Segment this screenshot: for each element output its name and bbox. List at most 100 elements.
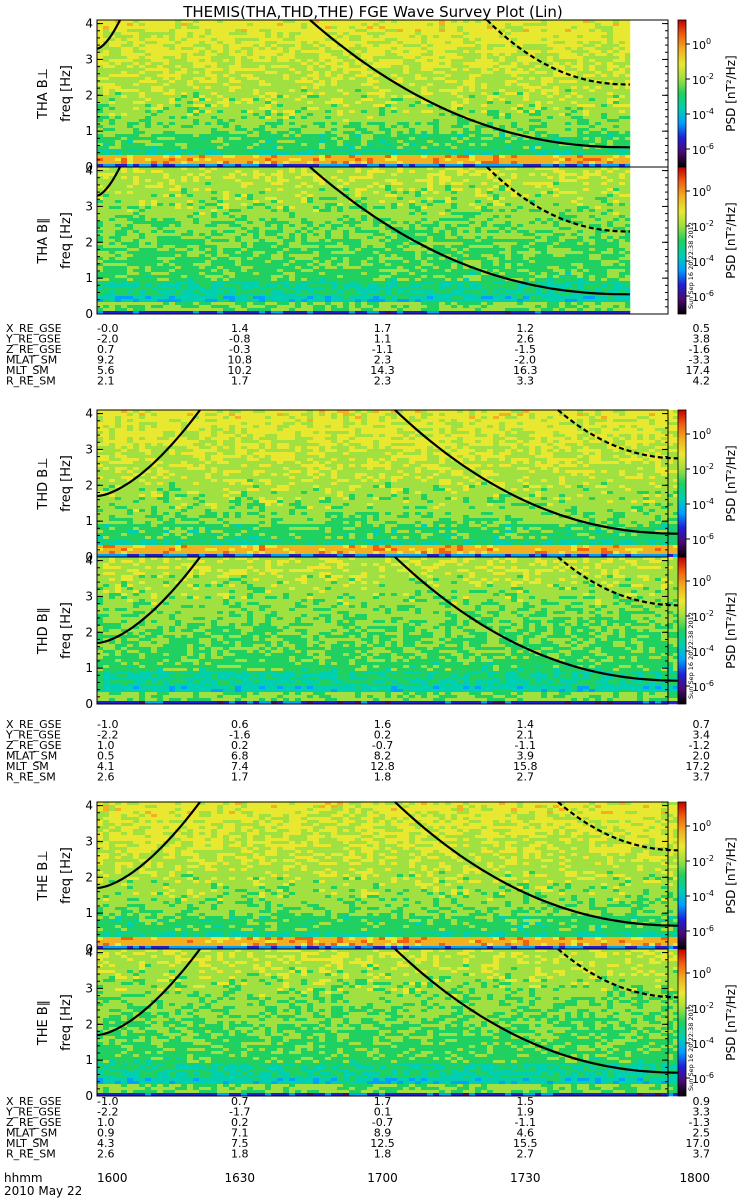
spectrogram-cell bbox=[313, 134, 319, 137]
spectrogram-cell bbox=[319, 41, 325, 44]
spectrogram-cell bbox=[109, 146, 115, 149]
spectrogram-cell bbox=[439, 44, 445, 47]
spectrogram-cell bbox=[415, 158, 421, 161]
spectrogram-cell bbox=[235, 140, 241, 143]
spectrogram-cell bbox=[493, 113, 499, 116]
spectrogram-cell bbox=[583, 71, 589, 74]
spectrogram-cell bbox=[433, 89, 439, 92]
spectrogram-cell bbox=[601, 92, 607, 95]
spectrogram-cell bbox=[241, 107, 247, 110]
spectrogram-cell bbox=[619, 86, 625, 89]
spectrogram-cell bbox=[301, 41, 307, 44]
spectrogram-cell bbox=[211, 38, 217, 41]
spectrogram-cell bbox=[529, 173, 535, 176]
spectrogram-cell bbox=[517, 119, 523, 122]
spectrogram-cell bbox=[361, 26, 367, 29]
spectrogram-cell bbox=[499, 77, 505, 80]
spectrogram-cell bbox=[325, 104, 331, 107]
spectrogram-cell bbox=[457, 125, 463, 128]
spectrogram-cell bbox=[355, 161, 361, 164]
spectrogram-cell bbox=[457, 179, 463, 182]
spectrogram-cell bbox=[589, 98, 595, 101]
spectrogram-cell bbox=[427, 113, 433, 116]
spectrogram-cell bbox=[217, 146, 223, 149]
spectrogram-cell bbox=[577, 116, 583, 119]
spectrogram-cell bbox=[313, 113, 319, 116]
spectrogram-cell bbox=[211, 47, 217, 50]
spectrogram-cell bbox=[151, 119, 157, 122]
spectrogram-cell bbox=[577, 80, 583, 83]
spectrogram-cell bbox=[175, 179, 181, 182]
spectrogram-cell bbox=[289, 110, 295, 113]
spectrogram-cell bbox=[613, 38, 619, 41]
spectrogram-cell bbox=[151, 125, 157, 128]
spectrogram-cell bbox=[535, 119, 541, 122]
spectrogram-cell bbox=[187, 23, 193, 26]
spectrogram-cell bbox=[577, 161, 583, 164]
spectrogram-cell bbox=[109, 47, 115, 50]
spectrogram-cell bbox=[223, 143, 229, 146]
spectrogram-cell bbox=[157, 56, 163, 59]
spectrogram-cell bbox=[271, 59, 277, 62]
spectrogram-cell bbox=[241, 65, 247, 68]
spectrogram-cell bbox=[343, 131, 349, 134]
spectrogram-cell bbox=[253, 68, 259, 71]
spectrogram-cell bbox=[463, 41, 469, 44]
spectrogram-cell bbox=[415, 35, 421, 38]
spectrogram-cell bbox=[493, 71, 499, 74]
spectrogram-cell bbox=[241, 152, 247, 155]
spectrogram-cell bbox=[613, 176, 619, 179]
spectrogram-cell bbox=[301, 176, 307, 179]
spectrogram-cell bbox=[385, 182, 391, 185]
spectrogram-cell bbox=[241, 131, 247, 134]
spectrogram-cell bbox=[481, 74, 487, 77]
spectrogram-cell bbox=[373, 179, 379, 182]
spectrogram-cell bbox=[349, 59, 355, 62]
spectrogram-cell bbox=[481, 116, 487, 119]
spectrogram-cell bbox=[619, 62, 625, 65]
spectrogram-cell bbox=[433, 95, 439, 98]
spectrogram-cell bbox=[157, 74, 163, 77]
spectrogram-cell bbox=[217, 143, 223, 146]
spectrogram-cell bbox=[535, 68, 541, 71]
spectrogram-cell bbox=[145, 59, 151, 62]
spectrogram-cell bbox=[157, 131, 163, 134]
spectrogram-cell bbox=[595, 44, 601, 47]
spectrogram-cell bbox=[577, 128, 583, 131]
spectrogram-cell bbox=[457, 62, 463, 65]
spectrogram-cell bbox=[265, 101, 271, 104]
spectrogram-cell bbox=[403, 119, 409, 122]
spectrogram-cell bbox=[529, 62, 535, 65]
spectrogram-cell bbox=[325, 122, 331, 125]
spectrogram-cell bbox=[541, 29, 547, 32]
spectrogram-cell bbox=[499, 113, 505, 116]
spectrogram-cell bbox=[397, 107, 403, 110]
spectrogram-cell bbox=[337, 179, 343, 182]
spectrogram-cell bbox=[397, 152, 403, 155]
spectrogram-cell bbox=[541, 134, 547, 137]
spectrogram-cell bbox=[277, 68, 283, 71]
spectrogram-cell bbox=[469, 83, 475, 86]
spectrogram-cell bbox=[241, 77, 247, 80]
spectrogram-cell bbox=[97, 185, 103, 188]
spectrogram-cell bbox=[391, 134, 397, 137]
spectrogram-cell bbox=[571, 152, 577, 155]
spectrogram-cell bbox=[283, 32, 289, 35]
spectrogram-cell bbox=[493, 158, 499, 161]
spectrogram-cell bbox=[373, 122, 379, 125]
spectrogram-cell bbox=[433, 110, 439, 113]
spectrogram-cell bbox=[271, 65, 277, 68]
colorbar-exponent: 0 bbox=[706, 37, 711, 46]
spectrogram-cell bbox=[415, 65, 421, 68]
spectrogram-cell bbox=[391, 89, 397, 92]
spectrogram-cell bbox=[409, 182, 415, 185]
spectrogram-cell bbox=[139, 134, 145, 137]
spectrogram-cell bbox=[469, 173, 475, 176]
spectrogram-cell bbox=[271, 47, 277, 50]
spectrogram-cell bbox=[193, 50, 199, 53]
spectrogram-cell bbox=[343, 35, 349, 38]
spectrogram-cell bbox=[199, 107, 205, 110]
spectrogram-cell bbox=[565, 59, 571, 62]
spectrogram-cell bbox=[121, 92, 127, 95]
spectrogram-cell bbox=[97, 77, 103, 80]
